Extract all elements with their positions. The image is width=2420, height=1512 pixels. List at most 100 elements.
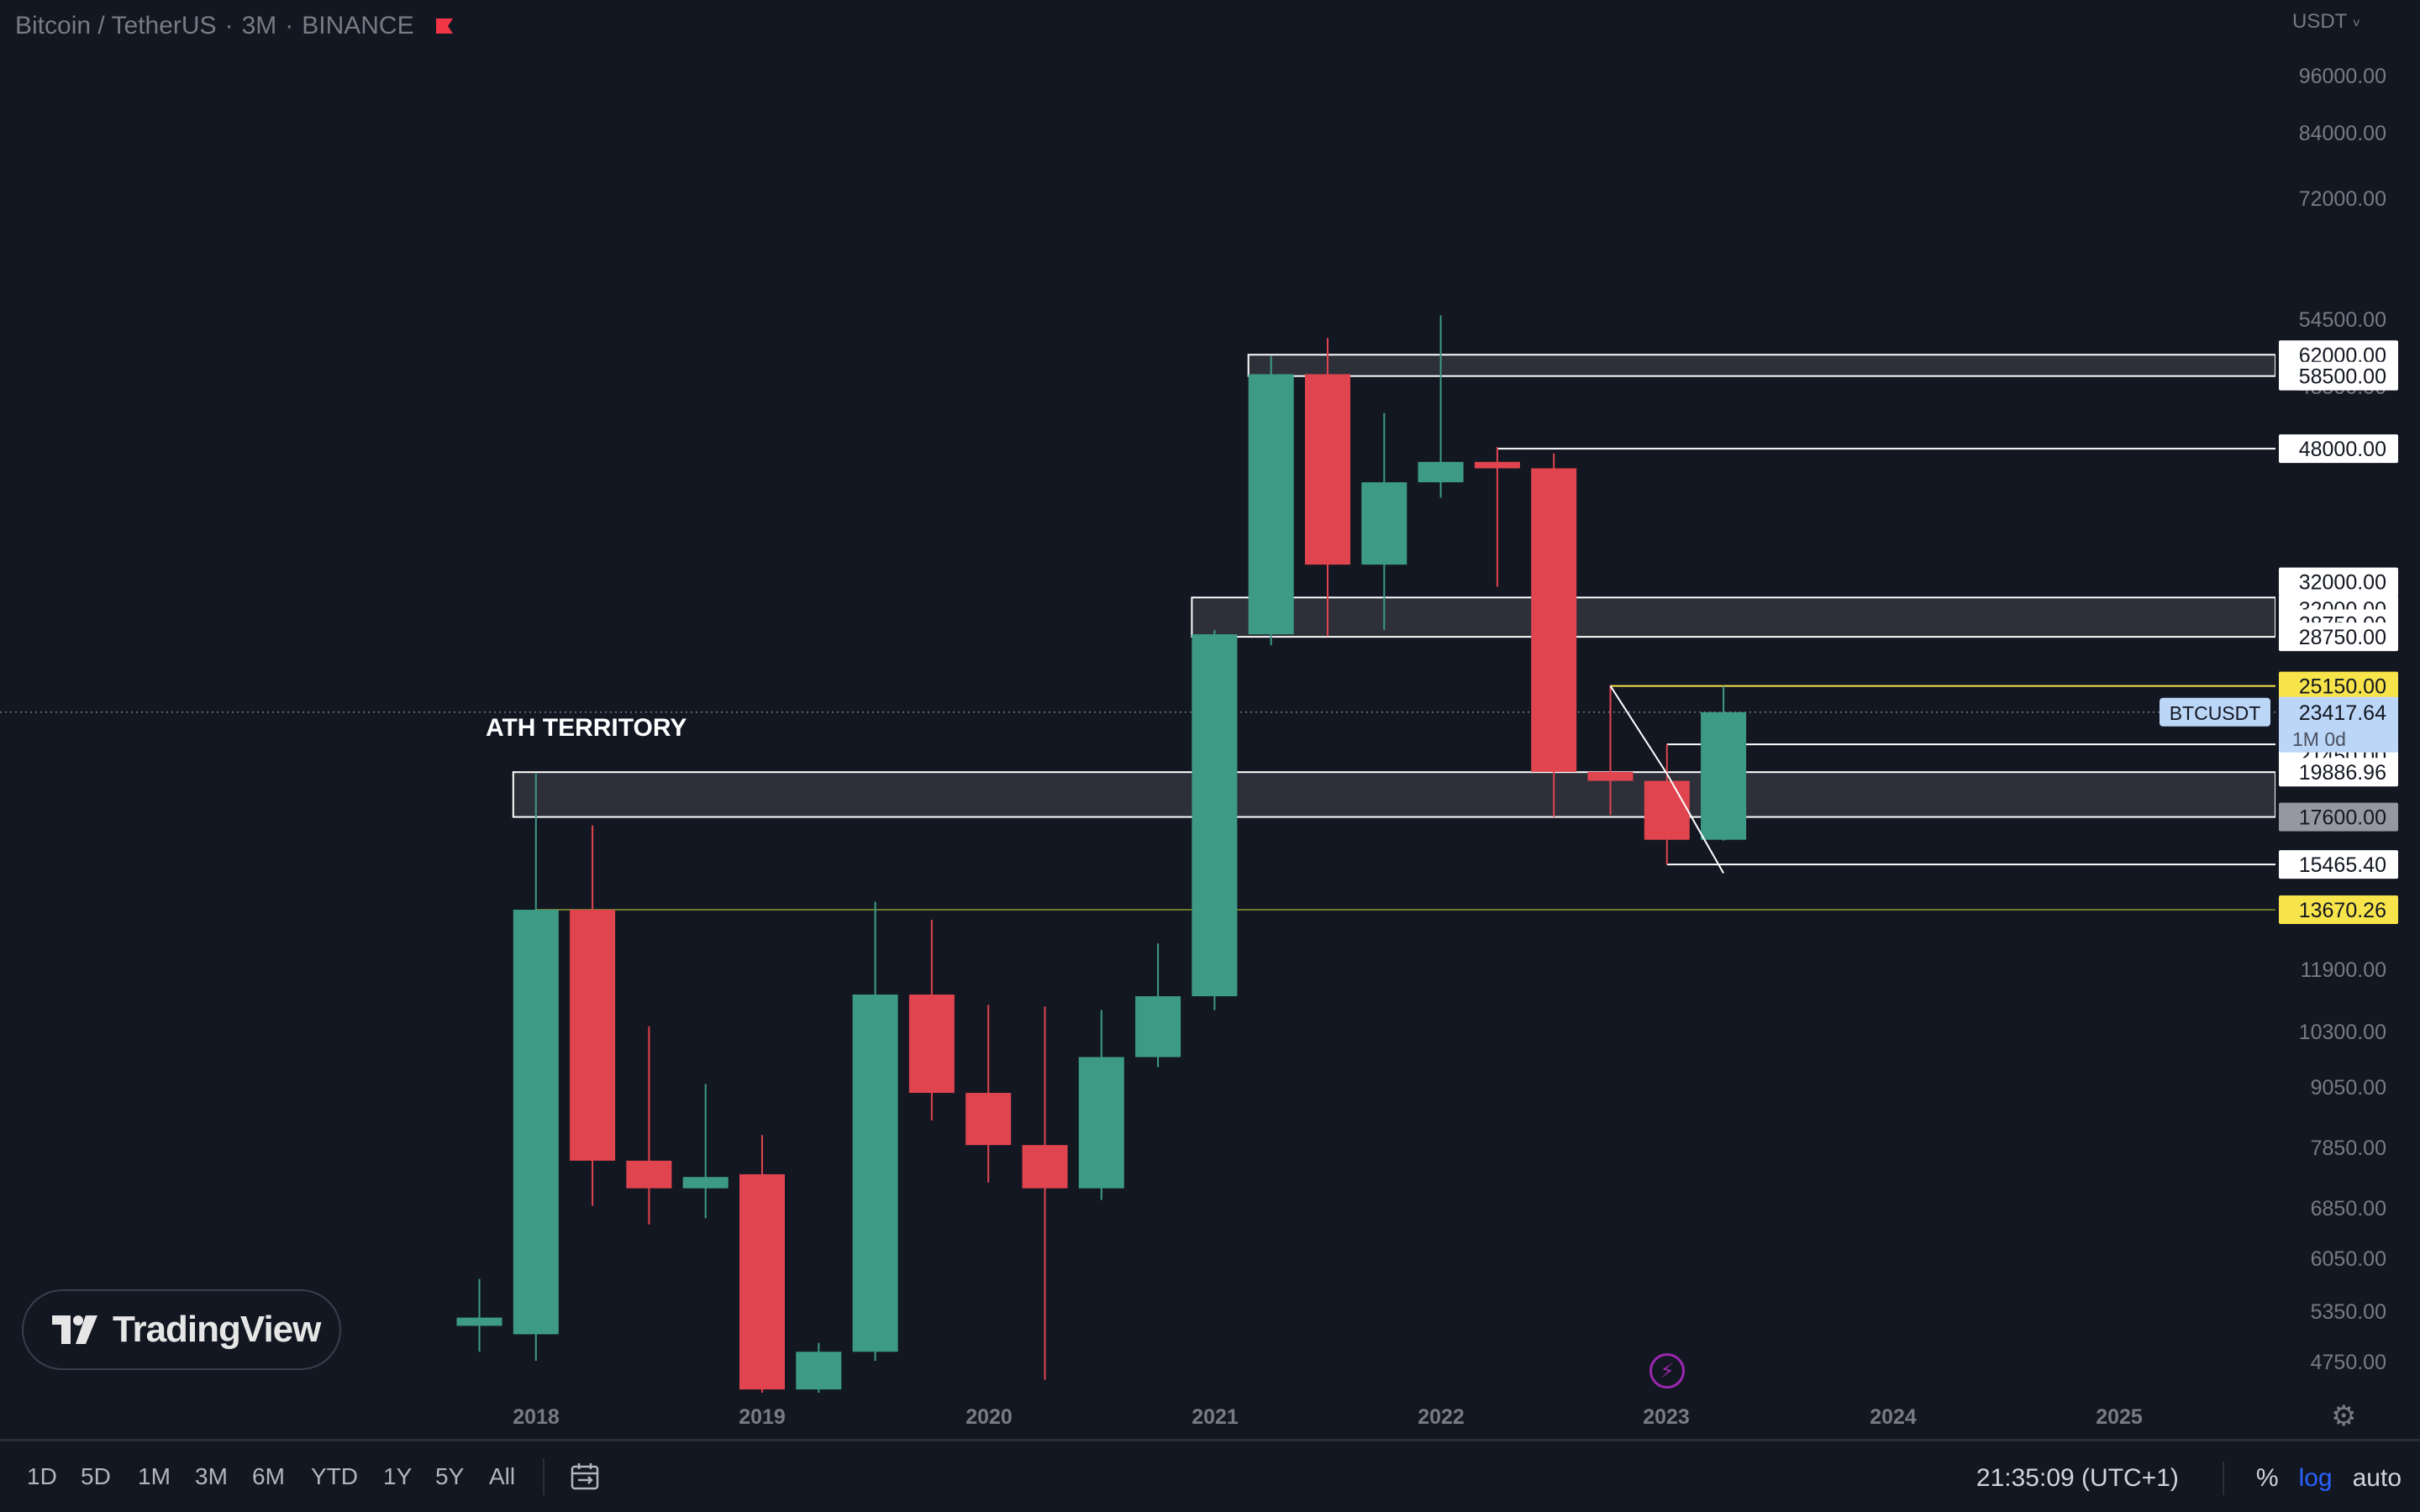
price-label-bg [2279,671,2398,701]
timeframe-ytd[interactable]: YTD [311,1463,358,1489]
candle-2022-Q2[interactable] [1531,453,1577,817]
price-label[interactable]: 17600.00 [2279,802,2398,832]
candle-2019-Q1[interactable] [796,1342,842,1393]
price-tick-label: 7850.00 [2311,1137,2386,1160]
zone-box[interactable] [1247,354,2275,377]
price-label-text: 28750.00 [2299,626,2386,649]
symbol-header[interactable]: Bitcoin / TetherUS · 3M · BINANCE [15,12,455,40]
candle-2017-Q3[interactable] [456,1278,502,1352]
price-label-bg [2279,850,2398,879]
price-label-text: 48000.00 [2299,438,2386,461]
gear-icon[interactable]: ⚙ [2331,1400,2357,1432]
divider [2222,1462,2224,1495]
timeframe-1y[interactable]: 1Y [383,1463,413,1489]
candle-body [1474,461,1520,469]
timeframe-6m[interactable]: 6M [252,1463,285,1489]
price-label-bg [2279,758,2398,787]
symbol-tag-text: BTCUSDT [2170,702,2261,724]
candle-body [570,910,616,1161]
candle-2022-Q1[interactable] [1474,447,1520,587]
price-label-text: 15465.40 [2299,853,2386,877]
timeframe-all[interactable]: All [489,1463,516,1489]
time-tick-label: 2020 [965,1405,1013,1429]
candle-body [1361,482,1407,565]
candle-2020-Q4[interactable] [1192,629,1238,1011]
price-label[interactable]: 58500.00 [2279,361,2398,391]
price-label[interactable]: 13670.26 [2279,895,2398,924]
candle-2022-Q4[interactable] [1644,744,1690,864]
clock-label[interactable]: 21:35:09 (UTC+1) [1975,1464,2179,1492]
candle-2021-Q1[interactable] [1248,355,1294,646]
candle-2018-Q3[interactable] [682,1084,729,1219]
timeframe-5y[interactable]: 5Y [435,1463,465,1489]
auto-toggle[interactable]: auto [2352,1464,2402,1492]
price-label[interactable]: 15465.40 [2279,850,2398,879]
candle-body [965,1093,1012,1146]
candle-2019-Q3[interactable] [908,919,955,1121]
ath-territory-label: ATH TERRITORY [486,714,687,742]
title-sep-2: · [285,12,294,39]
timeframe-5d[interactable]: 5D [81,1463,111,1489]
timeframe-3m[interactable]: 3M [195,1463,228,1489]
time-tick-label: 2018 [513,1405,560,1429]
bottom-right-controls: 21:35:09 (UTC+1) % log auto [1976,1462,2402,1495]
candle-2018-Q1[interactable] [570,825,616,1206]
candle-2021-Q3[interactable] [1361,412,1407,630]
exchange-label: BINANCE [302,12,414,39]
timeframe-1d[interactable]: 1D [27,1463,57,1489]
candle-2022-Q3[interactable] [1587,685,1634,816]
candle-body [1192,634,1238,996]
log-toggle[interactable]: log [2298,1464,2333,1492]
symbol-tag[interactable]: BTCUSDT [2160,697,2270,727]
date-range-icon[interactable] [570,1462,602,1492]
timeframe-1m[interactable]: 1M [138,1463,171,1489]
candle-2019-Q4[interactable] [965,1005,1012,1183]
price-label[interactable]: 48000.00 [2279,434,2398,464]
candle-2019-Q2[interactable] [852,901,898,1362]
tradingview-logo[interactable]: TradingView [22,1289,341,1370]
time-tick-label: 2023 [1643,1405,1690,1429]
candle-2018-Q4[interactable] [739,1135,785,1393]
trend-line[interactable] [1665,773,1724,874]
price-label-bg [2279,622,2398,652]
percent-toggle[interactable]: % [2255,1464,2279,1492]
symbol-title: Bitcoin / TetherUS [15,12,217,39]
candle-body [1531,468,1577,772]
time-tick-label: 2022 [1418,1405,1465,1429]
candle-2023-Q1[interactable] [1701,685,1747,841]
price-tick-label: 4750.00 [2311,1351,2386,1374]
candle-body [1587,771,1634,781]
lightning-icon[interactable]: ⚡ [1649,1353,1685,1389]
price-label[interactable]: 32000.00 [2279,567,2398,596]
price-label[interactable]: 28750.00 [2279,622,2398,652]
candle-2020-Q2[interactable] [1078,1010,1124,1200]
price-label-bg [2279,567,2398,596]
time-tick-label: 2021 [1192,1405,1239,1429]
interval-label: 3M [241,12,277,39]
flag-icon[interactable] [434,17,455,35]
price-tick-label: 11900.00 [2301,958,2386,982]
bottom-toolbar: 1D 5D 1M 3M 6M YTD 1Y 5Y All 21:35:09 (U… [0,1440,2420,1512]
price-label[interactable]: 25150.00 [2279,671,2398,701]
candle-2020-Q1[interactable] [1022,1006,1068,1380]
currency-selector[interactable]: USDT ˅ [2292,10,2360,34]
candle-body [513,910,559,1335]
trend-line[interactable] [1609,685,1668,774]
zone-box[interactable] [1191,596,2275,638]
candle-body [1135,995,1181,1058]
candle-2017-Q4[interactable] [513,774,559,1362]
last-price-badge[interactable]: 23417.64 1M 0d [2279,696,2398,753]
candle-body [1248,374,1294,635]
candle-body [1305,374,1350,565]
candle-2018-Q2[interactable] [626,1026,672,1225]
price-chart[interactable]: 96000.0084000.0072000.0054500.0048500.00… [0,0,2420,1440]
price-label[interactable]: 19886.96 [2279,758,2398,787]
tradingview-logo-icon [52,1315,97,1344]
zones-layer [512,354,2275,818]
zone-box[interactable] [512,771,2275,818]
time-tick-label: 2025 [2096,1405,2143,1429]
candle-2021-Q4[interactable] [1418,315,1464,498]
candle-2020-Q3[interactable] [1135,943,1181,1068]
candle-2021-Q2[interactable] [1305,338,1350,637]
